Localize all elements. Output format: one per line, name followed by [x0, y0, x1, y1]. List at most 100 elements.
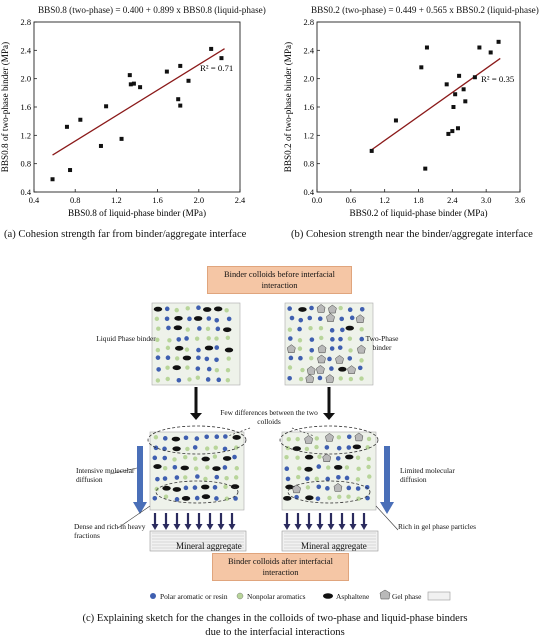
legend-polar-icon [150, 593, 156, 599]
gel-particle [355, 314, 365, 323]
asphaltene-particle [162, 485, 171, 491]
nonpolar-particle [286, 437, 291, 442]
polar-particle [309, 347, 315, 353]
data-point [424, 45, 429, 50]
polar-particle [214, 496, 219, 501]
asphaltene-particle [345, 325, 354, 331]
data-point [128, 82, 133, 87]
nonpolar-particle [155, 337, 160, 342]
x-tick-label: 1.8 [413, 196, 423, 205]
polar-particle [327, 356, 332, 362]
nonpolar-particle [233, 475, 239, 480]
asphaltene-particle [222, 456, 232, 461]
fit-line [370, 57, 501, 152]
polar-particle [176, 337, 182, 342]
nonpolar-particle [187, 377, 192, 382]
polar-particle [346, 485, 352, 491]
left-small-arrow-head [206, 524, 214, 530]
asphaltene-particle [201, 456, 210, 462]
nonpolar-particle [185, 446, 190, 452]
polar-particle [307, 315, 313, 321]
x-tick-label: 0.4 [29, 196, 40, 205]
nonpolar-particle [338, 305, 343, 311]
left-small-arrow-head [173, 524, 181, 530]
asphaltene-particle [230, 484, 240, 490]
polar-particle [325, 486, 330, 491]
gel-particle [287, 344, 296, 353]
data-point [176, 97, 181, 102]
polar-particle [324, 445, 330, 450]
polar-particle [233, 496, 238, 501]
nonpolar-particle [154, 486, 159, 492]
nonpolar-particle [214, 336, 219, 341]
y-tick-label: 2.0 [21, 75, 31, 84]
polar-particle [195, 474, 200, 479]
asphaltene-particle [171, 436, 181, 442]
polar-particle [287, 375, 292, 381]
left-small-arrow-head [217, 524, 225, 530]
equation-a: BBS0.8 (two-phase) = 0.400 + 0.899 x BBS… [38, 5, 266, 15]
aggregate-left-label: Mineral aggregate [176, 541, 242, 551]
r-squared: R² = 0.35 [481, 74, 515, 84]
nonpolar-particle [184, 347, 190, 352]
nonpolar-particle [212, 454, 218, 459]
data-point [209, 46, 214, 51]
polar-particle [336, 474, 341, 480]
gel-particle [328, 304, 337, 314]
data-point [138, 85, 143, 90]
polar-particle [317, 375, 323, 381]
asphaltene-particle [181, 495, 191, 501]
asphaltene-particle [352, 444, 362, 450]
polar-particle [162, 476, 168, 481]
right-diffusion-arrow-head [380, 502, 394, 514]
nonpolar-particle [308, 325, 313, 331]
nonpolar-particle [153, 435, 159, 440]
r-squared: R² = 0.71 [200, 63, 233, 73]
data-point [131, 81, 136, 86]
polar-particle [184, 336, 189, 341]
nonpolar-particle [344, 465, 350, 470]
polar-particle [197, 326, 202, 331]
right-title: Two-Phase binder [365, 334, 399, 352]
nonpolar-particle [185, 327, 190, 332]
polar-particle [337, 345, 343, 350]
asphaltene-particle [174, 345, 184, 351]
data-point [119, 136, 124, 141]
polar-particle [162, 455, 168, 461]
right-small-arrow-head [316, 524, 324, 530]
right-note2: Rich in gel phase particles [398, 522, 476, 531]
polar-particle [309, 305, 314, 311]
x-tick-label: 1.2 [379, 196, 389, 205]
nonpolar-particle [225, 377, 231, 383]
polar-particle [316, 464, 322, 469]
nonpolar-particle [338, 376, 343, 381]
data-point [369, 148, 374, 153]
nonpolar-particle [155, 378, 161, 383]
liquid-binder-box [151, 302, 241, 386]
asphaltene-particle [180, 465, 189, 471]
gel-particle [325, 432, 334, 442]
data-point [68, 168, 73, 173]
data-point [444, 82, 449, 87]
asphaltene-particle [305, 495, 314, 501]
nonpolar-particle [183, 475, 188, 480]
polar-particle [192, 485, 198, 490]
polar-particle [347, 356, 353, 361]
data-point [419, 65, 424, 70]
right-note1: Limited molecular diffusion [400, 466, 455, 484]
nonpolar-particle [172, 457, 177, 462]
nonpolar-particle [224, 308, 229, 313]
legend-gel-icon [379, 589, 391, 600]
after-label: Binder colloids after interfacial intera… [212, 553, 349, 581]
nonpolar-particle [298, 376, 304, 382]
asphaltene-particle [204, 345, 214, 351]
pointer-left-note1 [109, 467, 138, 475]
polar-particle [297, 326, 302, 332]
nonpolar-particle [365, 445, 370, 450]
nonpolar-particle [314, 476, 319, 482]
nonpolar-particle [214, 367, 220, 373]
gel-particle [326, 313, 335, 322]
nonpolar-particle [336, 435, 342, 440]
polar-particle [196, 347, 201, 353]
polar-particle [206, 316, 212, 321]
